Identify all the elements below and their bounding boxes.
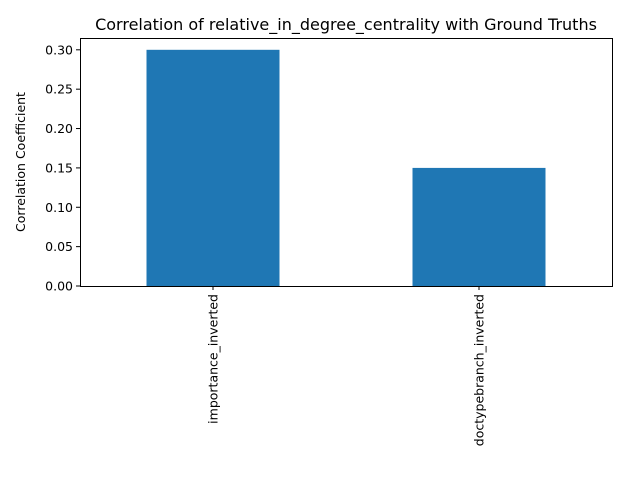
y-tick-label: 0.25 (45, 82, 73, 97)
x-tick-label: importance_inverted (206, 294, 221, 424)
y-tick-label: 0.20 (45, 121, 73, 136)
plot-frame (80, 38, 613, 287)
x-axis-ticks: importance_inverted doctypebranch_inverte… (206, 286, 487, 446)
bar-importance-inverted (146, 49, 280, 286)
bars-layer (146, 49, 546, 286)
y-tick-label: 0.05 (45, 239, 73, 254)
y-tick-label: 0.30 (45, 42, 73, 57)
chart-title: Correlation of relative_in_degree_centra… (95, 15, 597, 35)
y-tick-label: 0.15 (45, 160, 73, 175)
bar-doctypebranch-inverted (412, 167, 546, 286)
x-tick-label: doctypebranch_inverted (472, 294, 487, 446)
y-tick-label: 0.00 (45, 279, 73, 294)
y-axis-ticks: 0.00 0.05 0.10 0.15 0.20 0.25 0.30 (45, 42, 80, 294)
y-axis-label: Correlation Coefficient (13, 92, 28, 232)
y-tick-label: 0.10 (45, 200, 73, 215)
